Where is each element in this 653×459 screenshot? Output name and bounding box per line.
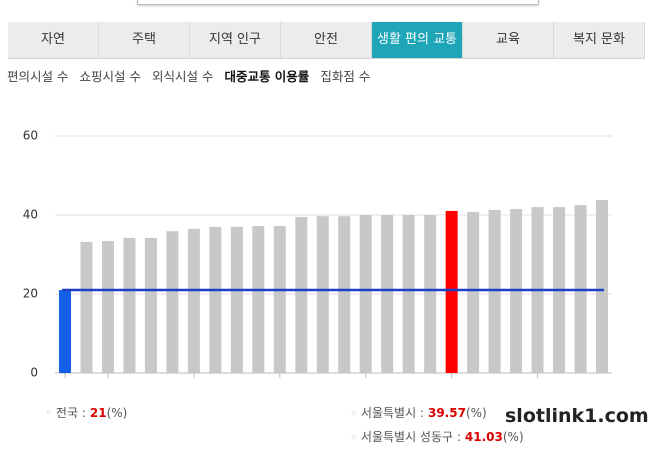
bar xyxy=(295,216,308,373)
bar xyxy=(316,216,329,373)
bar xyxy=(252,226,265,373)
subtab[interactable]: 대중교통 이용률 xyxy=(224,69,310,84)
subtab-bar: 편의시설 수 쇼핑시설 수 외식시설 수 대중교통 이용률 집화점 수 xyxy=(7,66,370,85)
bar xyxy=(166,231,179,373)
summary-value: 41.03 xyxy=(464,430,503,444)
tab[interactable]: 자연 xyxy=(8,22,99,58)
bar xyxy=(59,290,71,373)
bar xyxy=(445,210,458,373)
subtab[interactable]: 쇼핑시설 수 xyxy=(79,69,141,84)
summary-label: 전국 : xyxy=(55,406,86,420)
bar xyxy=(596,199,608,373)
watermark: slotlink1.com xyxy=(505,405,649,427)
y-tick-label: 40 xyxy=(23,208,38,222)
bullet-dot: ◦ xyxy=(350,406,361,420)
tab[interactable]: 복지 문화 xyxy=(554,22,645,58)
summary-label: 서울특별시 : xyxy=(360,406,424,420)
tab[interactable]: 교육 xyxy=(463,22,554,58)
summary-value: 39.57 xyxy=(427,406,466,420)
bar xyxy=(80,241,93,373)
summary-item: ◦ 전국 :21(%) xyxy=(45,404,127,421)
tab[interactable]: 안전 xyxy=(281,22,372,58)
summary-value: 21 xyxy=(89,406,107,420)
summary-item: ◦ 서울특별시 성동구 :41.03(%) xyxy=(350,428,524,445)
bar xyxy=(488,209,501,373)
summary-unit: (%) xyxy=(502,430,524,444)
summary-label: 서울특별시 성동구 : xyxy=(360,430,461,444)
subtab[interactable]: 외식시설 수 xyxy=(151,69,214,84)
bar xyxy=(338,216,351,373)
top-panel xyxy=(137,0,539,5)
bar xyxy=(123,237,136,373)
bullet-dot: ◦ xyxy=(350,430,361,444)
y-tick-label: 60 xyxy=(23,129,38,143)
summary-item: ◦ 서울특별시 :39.57(%) xyxy=(350,404,487,421)
bullet-dot: ◦ xyxy=(45,406,56,420)
bar xyxy=(273,226,286,373)
bar xyxy=(359,215,372,373)
y-tick-label: 0 xyxy=(30,366,38,380)
y-tick-label: 20 xyxy=(23,287,38,301)
bar xyxy=(402,215,415,373)
summary-unit: (%) xyxy=(106,406,128,420)
bar xyxy=(209,226,222,373)
bar xyxy=(424,215,437,373)
tab[interactable]: 생활 편의 교통 xyxy=(372,22,463,58)
bar xyxy=(467,211,480,373)
summary-unit: (%) xyxy=(465,406,487,420)
tab[interactable]: 지역 인구 xyxy=(190,22,281,58)
subtab[interactable]: 편의시설 수 xyxy=(7,69,69,84)
bar xyxy=(230,226,243,373)
subtab[interactable]: 집화점 수 xyxy=(320,69,371,84)
tab[interactable]: 주택 xyxy=(99,22,190,58)
tab-bar: 자연 주택 지역 인구 안전 생활 편의 교통 교육 복지 문화 xyxy=(8,22,645,59)
bar xyxy=(187,228,200,373)
bar xyxy=(381,215,394,373)
bar xyxy=(101,241,114,373)
bar xyxy=(144,237,157,373)
